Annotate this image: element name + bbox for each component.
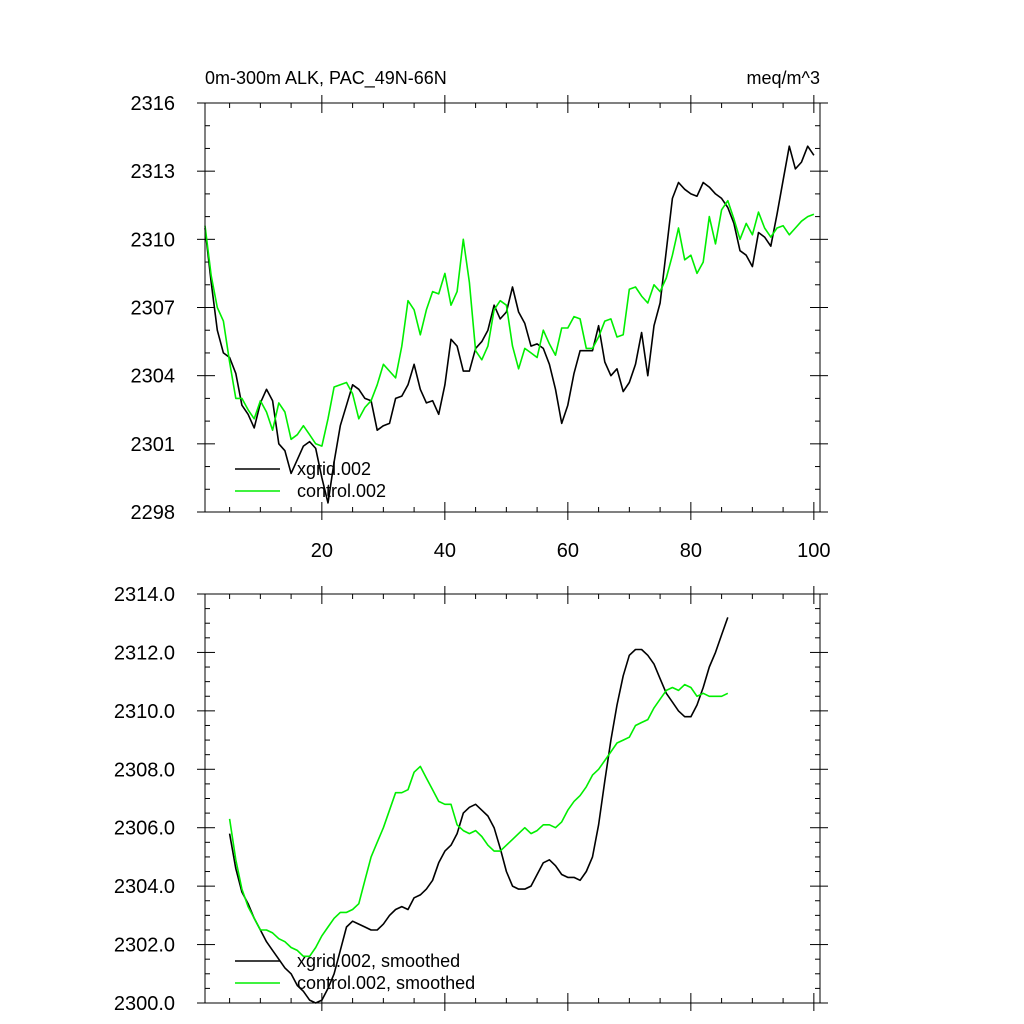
x-tick-label: 20	[311, 540, 333, 562]
control-series-line	[204, 199, 815, 447]
y-tick-label: 2298	[131, 502, 176, 524]
top-legend-label-control: control.002	[297, 481, 386, 501]
bottom-series	[228, 617, 729, 1004]
top-plot-frame	[204, 102, 821, 513]
top-y-tick-labels: 2298 2301 2304 2307 2310 2313 2316	[131, 93, 176, 524]
xgrid-series-line	[228, 617, 729, 1004]
control-series-line	[228, 683, 729, 958]
top-x-tick-labels: 20 40 60 80 100	[311, 540, 831, 562]
y-tick-label: 2308.0	[114, 759, 175, 781]
y-tick-label: 2304	[131, 366, 176, 388]
bottom-legend-label-control: control.002, smoothed	[297, 973, 475, 993]
y-tick-label: 2316	[131, 93, 176, 115]
top-ticks	[197, 95, 828, 520]
x-tick-label: 80	[680, 540, 702, 562]
top-title-right: meq/m^3	[747, 68, 820, 88]
top-legend-label-xgrid: xgrid.002	[297, 459, 371, 479]
bottom-panel: 2300.0 2302.0 2304.0 2306.0 2308.0 2310.0 2312…	[114, 584, 828, 1015]
bottom-ticks	[197, 586, 828, 1011]
y-tick-label: 2314.0	[114, 584, 175, 606]
y-tick-label: 2313	[131, 161, 176, 183]
x-tick-label: 40	[434, 540, 456, 562]
x-tick-label: 60	[557, 540, 579, 562]
top-panel: 0m-300m ALK, PAC_49N-66N meq/m^3 20 40 60 8…	[131, 68, 831, 562]
y-tick-label: 2301	[131, 434, 176, 456]
top-legend: xgrid.002 control.002	[235, 459, 386, 501]
y-tick-label: 2307	[131, 298, 176, 320]
y-tick-label: 2300.0	[114, 993, 175, 1015]
bottom-legend: xgrid.002, smoothed control.002, smoothe…	[235, 951, 475, 993]
top-title-left: 0m-300m ALK, PAC_49N-66N	[205, 68, 447, 89]
xgrid-series-line	[204, 145, 815, 504]
bottom-plot-frame	[204, 593, 821, 1004]
y-tick-label: 2304.0	[114, 876, 175, 898]
y-tick-label: 2306.0	[114, 818, 175, 840]
x-tick-label: 100	[797, 540, 830, 562]
bottom-legend-label-xgrid: xgrid.002, smoothed	[297, 951, 460, 971]
y-tick-label: 2310.0	[114, 701, 175, 723]
y-tick-label: 2302.0	[114, 935, 175, 957]
y-tick-label: 2310	[131, 229, 176, 251]
top-series	[204, 145, 815, 504]
y-tick-label: 2312.0	[114, 642, 175, 664]
bottom-y-tick-labels: 2300.0 2302.0 2304.0 2306.0 2308.0 2310.0 2312…	[114, 584, 175, 1015]
